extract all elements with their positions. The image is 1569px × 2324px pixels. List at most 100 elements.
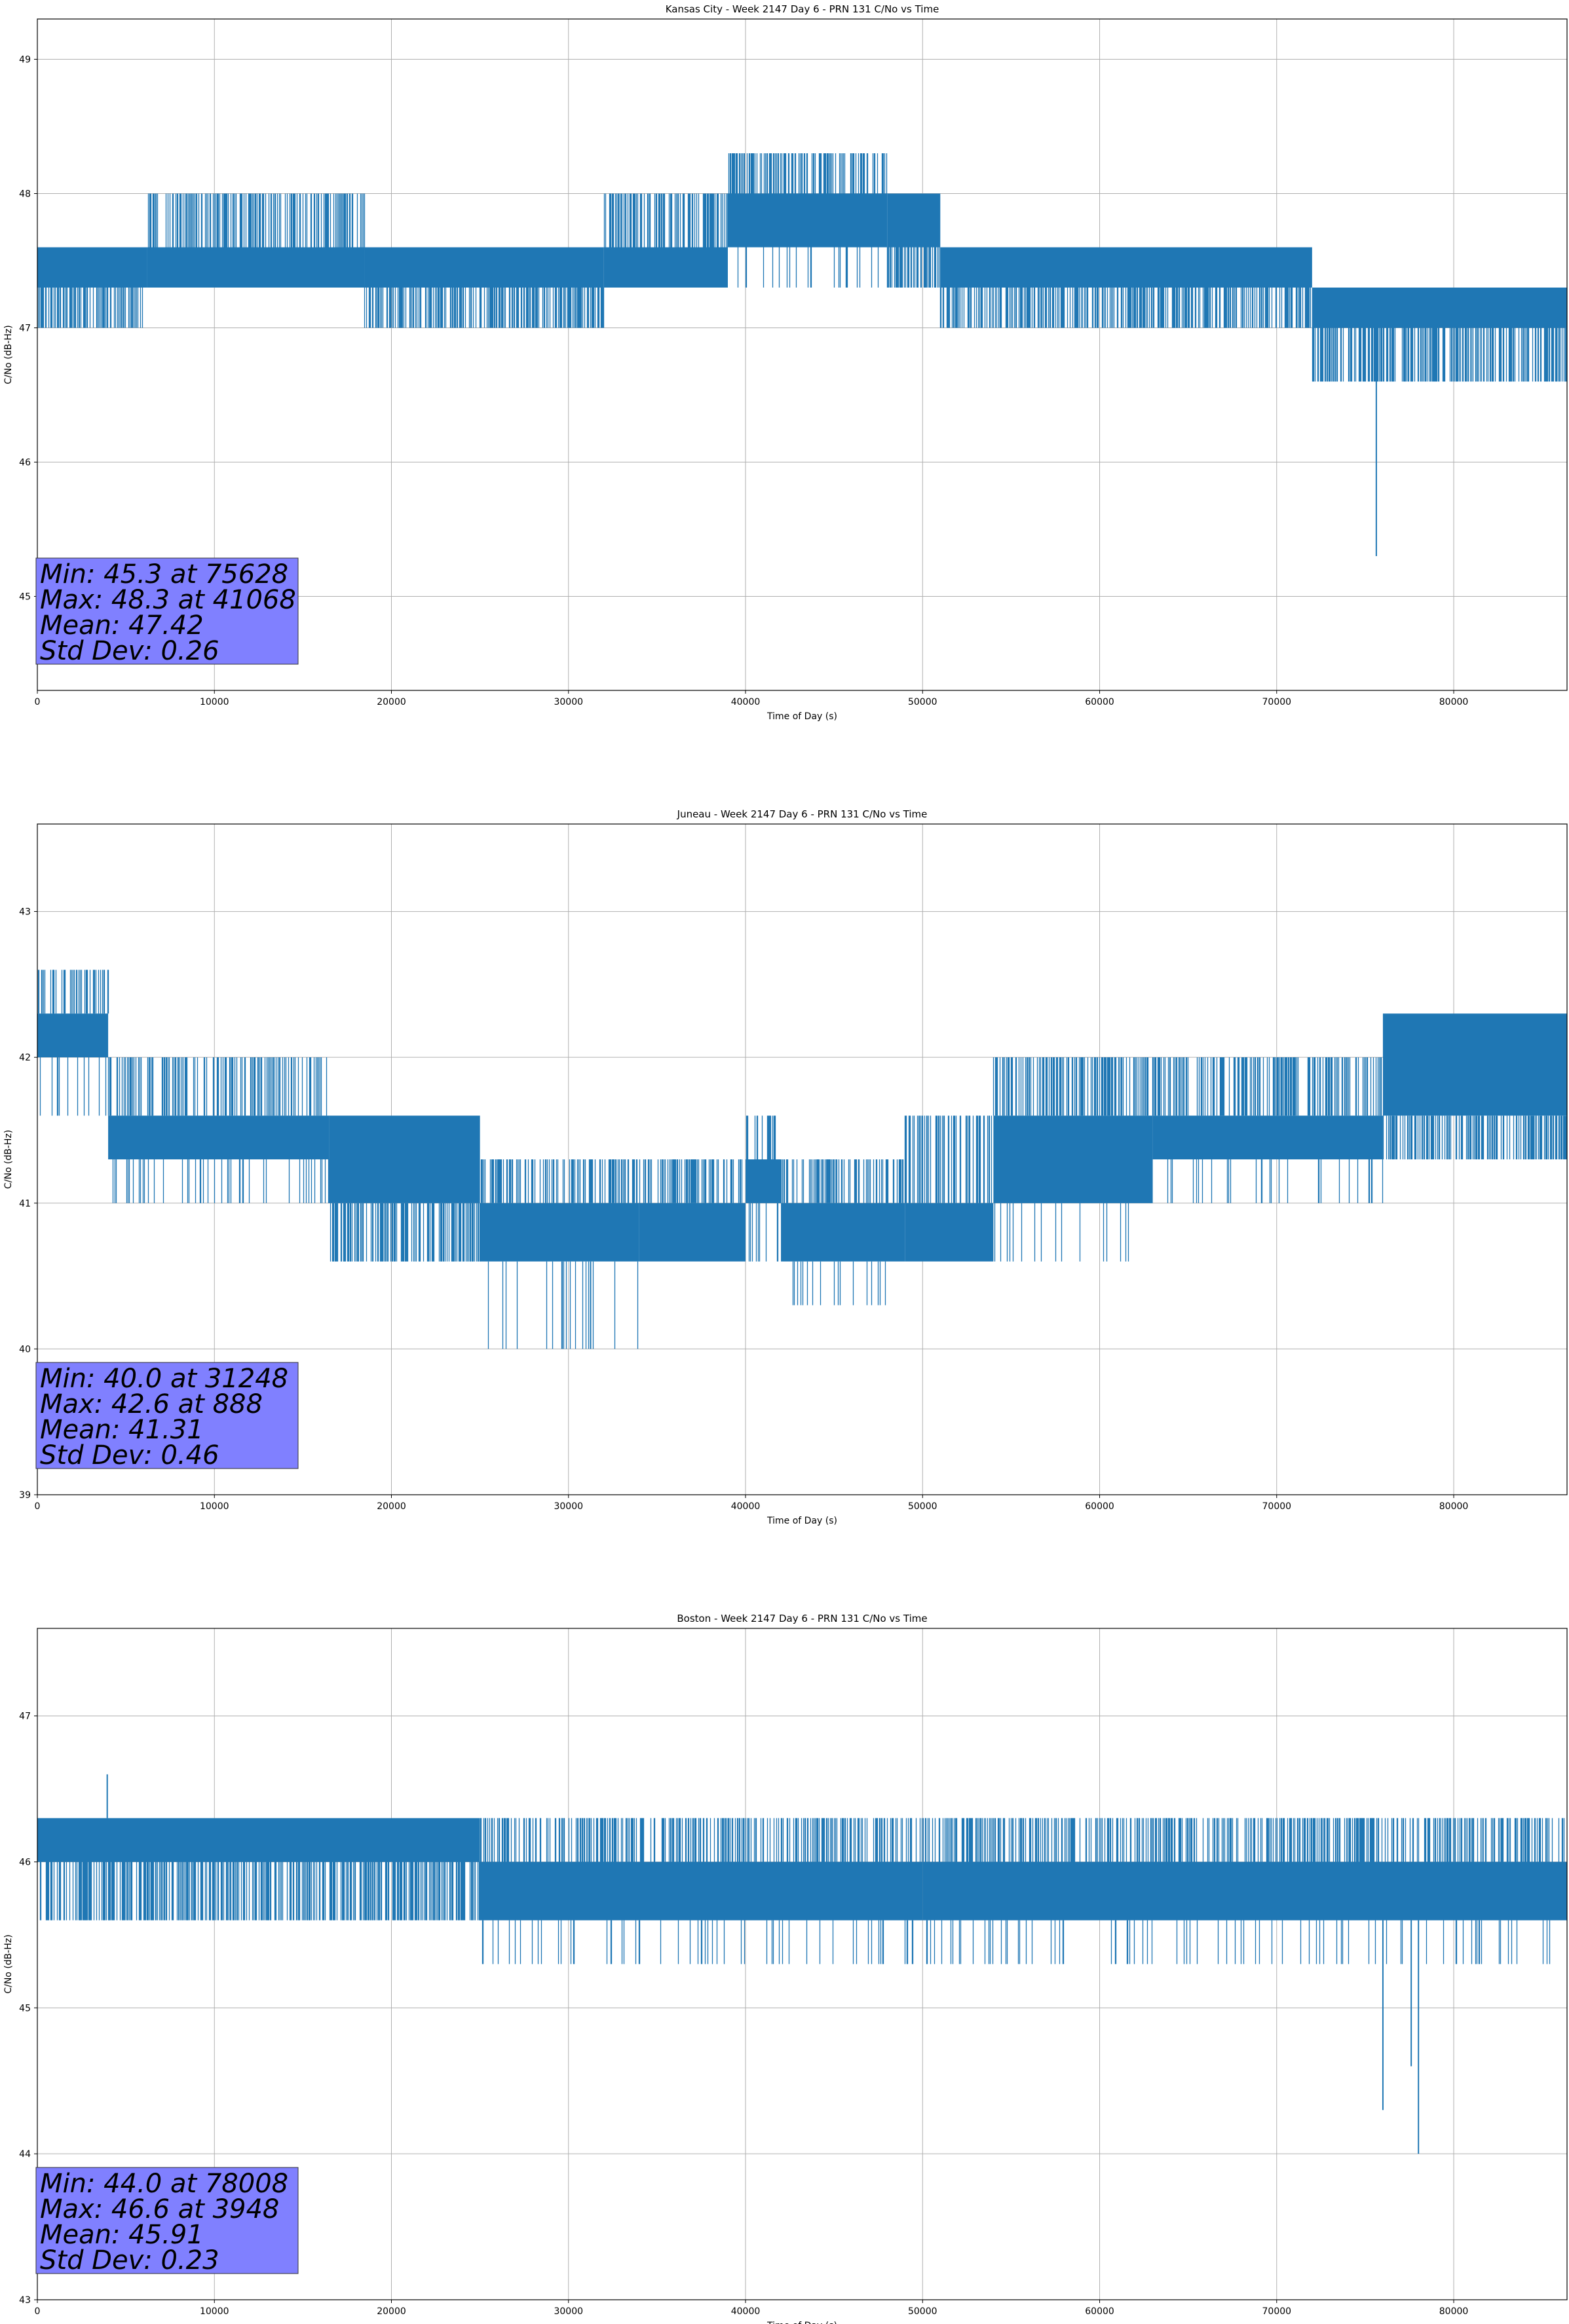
series-noise [939, 288, 1312, 328]
axes-frame [37, 18, 1568, 691]
x-tick-label: 10000 [200, 1501, 229, 1512]
series-noise [639, 1159, 743, 1203]
chart-title: Kansas City - Week 2147 Day 6 - PRN 131 … [666, 3, 939, 15]
y-tick-label: 39 [19, 1490, 31, 1501]
y-tick-label: 45 [19, 592, 31, 603]
x-tick-label: 60000 [1085, 697, 1114, 707]
series-noise [147, 193, 366, 248]
x-tick-label: 20000 [377, 2306, 406, 2317]
series-band [1382, 1013, 1567, 1116]
x-axis-label: Time of Day (s) [766, 711, 837, 722]
series-noise [904, 1115, 992, 1203]
series-band [993, 1115, 1153, 1203]
y-axis-label: C/No (dB-Hz) [3, 1934, 14, 1993]
y-tick-label: 45 [19, 2003, 31, 2014]
x-tick-label: 30000 [554, 697, 583, 707]
y-tick-label: 48 [19, 189, 31, 200]
x-tick-label: 0 [35, 2306, 41, 2317]
series-band [905, 1203, 994, 1262]
axes-frame [37, 823, 1568, 1495]
series-noise [107, 1057, 330, 1203]
x-tick-label: 10000 [200, 2306, 229, 2317]
axes-frame [37, 1628, 1568, 2300]
series-band [364, 247, 604, 288]
y-tick-label: 49 [19, 55, 31, 66]
x-tick-label: 60000 [1085, 2306, 1114, 2317]
x-axis-label: Time of Day (s) [766, 1516, 837, 1526]
x-tick-label: 30000 [554, 1501, 583, 1512]
x-tick-label: 40000 [731, 697, 761, 707]
y-tick-label: 46 [19, 1858, 31, 1868]
x-tick-label: 70000 [1262, 2306, 1292, 2317]
series-band [480, 1203, 639, 1262]
series-band [480, 1862, 923, 1921]
series-band [781, 1203, 905, 1262]
chart-title: Juneau - Week 2147 Day 6 - PRN 131 C/No … [677, 808, 928, 820]
x-tick-label: 20000 [377, 1501, 406, 1512]
y-tick-label: 43 [19, 907, 31, 918]
series-band [639, 1203, 746, 1262]
stats-line: Mean: 41.31 [40, 1415, 204, 1445]
stats-box [35, 557, 299, 665]
x-tick-label: 60000 [1085, 1501, 1114, 1512]
series-noise [480, 1159, 639, 1349]
x-tick-label: 50000 [908, 697, 937, 707]
y-tick-label: 44 [19, 2149, 31, 2160]
series-noise [480, 1818, 923, 1964]
series-noise [39, 1862, 481, 1921]
series-line [37, 153, 1568, 556]
x-tick-label: 50000 [908, 2306, 937, 2317]
series-noise [1382, 1115, 1568, 1159]
stats-line: Min: 45.3 at 75628 [40, 559, 288, 590]
chart-panel-1: Kansas City - Week 2147 Day 6 - PRN 131 … [3, 3, 1568, 722]
x-tick-label: 70000 [1262, 697, 1292, 707]
y-axis-label: C/No (dB-Hz) [3, 325, 14, 384]
x-tick-label: 30000 [554, 2306, 583, 2317]
stats-line: Max: 46.6 at 3948 [40, 2194, 279, 2224]
series-noise [1312, 328, 1568, 382]
series-band [329, 1115, 480, 1203]
series-noise [330, 1203, 481, 1262]
series-line [37, 969, 1568, 1349]
x-axis-label: Time of Day (s) [766, 2321, 837, 2324]
stats-line: Std Dev: 0.46 [40, 1440, 219, 1471]
stats-line: Mean: 47.42 [40, 610, 204, 641]
series-band [1312, 288, 1567, 328]
series-band [603, 247, 728, 288]
stats-line: Min: 40.0 at 31248 [40, 1364, 288, 1394]
x-tick-label: 50000 [908, 1501, 937, 1512]
x-tick-label: 20000 [377, 697, 406, 707]
series-noise [37, 288, 143, 328]
series-band [887, 193, 941, 248]
series-noise [922, 1818, 1565, 1964]
series-noise [728, 153, 888, 288]
series-line [37, 1774, 1567, 2154]
series-noise [780, 1159, 904, 1305]
series-noise [746, 1115, 779, 1262]
series-band [37, 1013, 109, 1058]
chart-panel-2: Juneau - Week 2147 Day 6 - PRN 131 C/No … [3, 808, 1568, 1526]
stats-line: Max: 48.3 at 41068 [40, 585, 296, 615]
y-tick-label: 42 [19, 1053, 31, 1063]
stats-line: Mean: 45.91 [40, 2220, 204, 2250]
y-tick-label: 40 [19, 1344, 31, 1355]
x-tick-label: 0 [35, 1501, 41, 1512]
x-tick-label: 80000 [1439, 697, 1469, 707]
stats-box [35, 1362, 299, 1469]
series-noise [886, 247, 941, 288]
x-tick-label: 70000 [1262, 1501, 1292, 1512]
y-tick-label: 43 [19, 2295, 31, 2306]
series-band [940, 247, 1312, 288]
stats-line: Std Dev: 0.26 [40, 636, 219, 666]
stats-line: Min: 44.0 at 78008 [40, 2169, 288, 2199]
series-band [37, 1818, 480, 1862]
series-noise [992, 1057, 1154, 1262]
chart-title: Boston - Week 2147 Day 6 - PRN 131 C/No … [677, 1613, 927, 1624]
x-tick-label: 40000 [731, 2306, 761, 2317]
series-noise [1152, 1057, 1384, 1203]
y-tick-label: 47 [19, 324, 31, 334]
series-band [746, 1159, 782, 1203]
y-tick-label: 47 [19, 1712, 31, 1722]
chart-panel-3: Boston - Week 2147 Day 6 - PRN 131 C/No … [3, 1613, 1568, 2324]
